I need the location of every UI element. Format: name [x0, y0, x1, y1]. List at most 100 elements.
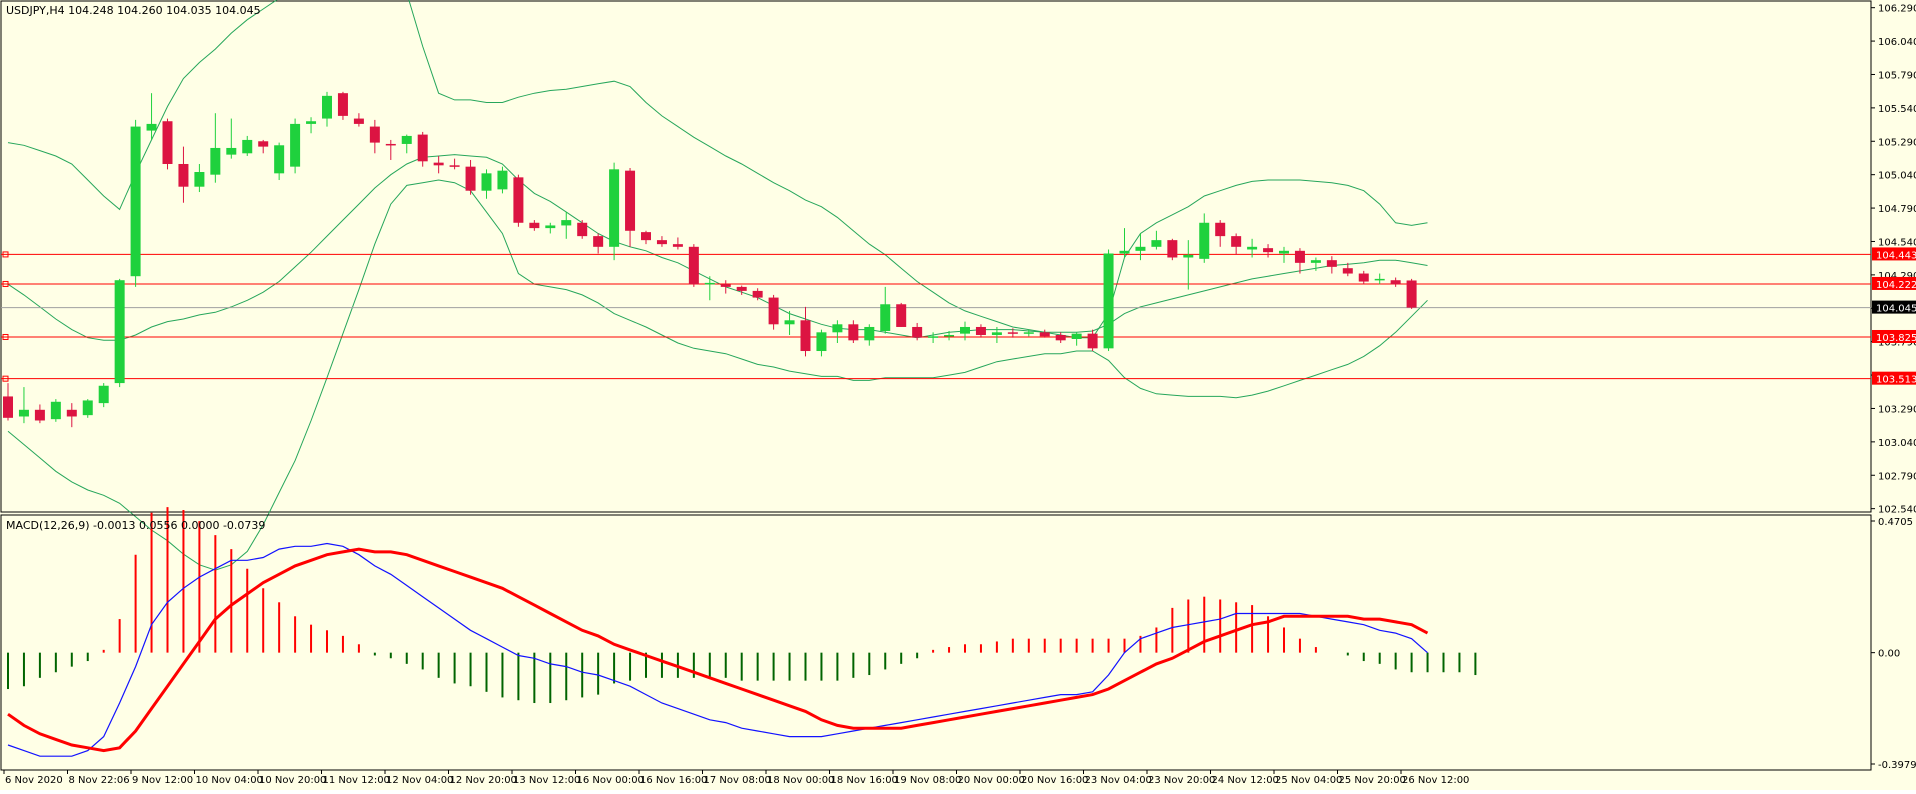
candle-body: [545, 225, 556, 229]
time-tick-label: 9 Nov 12:00: [132, 775, 193, 786]
candle: [736, 285, 747, 295]
candle: [34, 404, 45, 424]
candle: [1406, 278, 1417, 309]
level-tag-bg: [1872, 329, 1916, 343]
time-tick-label: 10 Nov 04:00: [196, 775, 263, 786]
candle: [944, 330, 955, 341]
macd-line: [7, 542, 1428, 757]
candle: [1039, 329, 1050, 338]
candle-body: [816, 332, 827, 352]
candle: [625, 167, 636, 247]
candle-body: [975, 326, 986, 335]
candle-body: [274, 145, 285, 174]
candle-body: [1151, 240, 1162, 247]
candle: [1215, 220, 1226, 247]
level-tag-bg: [1872, 276, 1916, 290]
candle: [960, 321, 970, 341]
candle: [928, 332, 939, 344]
candle: [1055, 332, 1066, 344]
price-tick-label: 103.040: [1878, 438, 1916, 449]
candle-body: [577, 222, 588, 237]
candle-body: [752, 290, 763, 298]
candle: [417, 131, 428, 167]
candle: [832, 320, 843, 344]
candle-body: [1167, 240, 1178, 258]
candle: [656, 236, 667, 247]
candle-body: [1231, 236, 1242, 247]
candle-body: [1119, 250, 1130, 254]
candle-body: [1294, 250, 1305, 263]
candle: [1326, 256, 1337, 274]
macd-tick-label: 0.4705: [1878, 517, 1913, 528]
level-handle-4[interactable]: [2, 375, 9, 382]
current-price-tag-label: 104.045: [1876, 304, 1916, 315]
current-price-tag-bg: [1872, 300, 1916, 314]
time-axis: 6 Nov 2020 8 Nov 22:06 9 Nov 12:00 10 Nov 0…: [3, 770, 1469, 786]
candle-body: [258, 141, 269, 147]
price-axis: 106.290 106.040 105.790 105.540 105.290 105.0…: [1871, 4, 1916, 516]
candle-body: [960, 326, 970, 334]
price-tick-label: 104.290: [1878, 271, 1916, 282]
signal-line: [7, 547, 1429, 753]
price-tick-label: 102.540: [1878, 505, 1916, 516]
macd-pane-title: MACD(12,26,9) -0.0013 0.0556 0.0000 -0.0…: [6, 519, 265, 532]
candle-body: [82, 400, 93, 416]
candle-body: [625, 170, 636, 231]
candle-body: [561, 220, 572, 226]
candle-body: [449, 165, 460, 167]
candle: [561, 212, 572, 239]
price-tick-label: 103.290: [1878, 404, 1916, 415]
candle: [912, 322, 923, 341]
candle-body: [1390, 280, 1401, 285]
time-tick-label: 23 Nov 20:00: [1148, 775, 1215, 786]
candle: [1087, 329, 1098, 352]
candle: [3, 383, 13, 421]
macd-axis: 0.4705 0.00 -0.3979: [1871, 517, 1916, 771]
candle: [98, 383, 109, 408]
time-tick-label: 8 Nov 22:06: [69, 775, 130, 786]
macd-tick-label: -0.3979: [1878, 760, 1916, 771]
candle-body: [1055, 334, 1066, 341]
candle-body: [1406, 280, 1417, 308]
candle: [1119, 228, 1130, 258]
level-tag-label: 103.825: [1876, 333, 1916, 344]
candle: [1247, 238, 1258, 258]
candle-body: [1087, 333, 1098, 349]
horizontal-levels[interactable]: [1, 251, 1871, 382]
price-pane-frame: [0, 0, 1872, 513]
time-tick-label: 23 Nov 04:00: [1085, 775, 1152, 786]
candle: [369, 119, 380, 154]
candle: [82, 399, 93, 418]
candle: [353, 113, 364, 127]
time-tick-label: 20 Nov 16:00: [1021, 775, 1088, 786]
candle-body: [353, 118, 364, 124]
candle: [768, 294, 779, 330]
candle-body: [242, 139, 253, 154]
candle: [1135, 233, 1146, 261]
level-handle-3[interactable]: [2, 333, 9, 340]
candle-body: [18, 409, 29, 417]
candle-body: [1039, 332, 1050, 337]
level-handle-2[interactable]: [2, 280, 9, 287]
candle: [704, 276, 715, 301]
candle-body: [146, 123, 157, 131]
candle: [481, 169, 492, 199]
level-handle-1[interactable]: [2, 251, 9, 258]
candle-body: [1007, 332, 1018, 334]
price-tick-label: 105.290: [1878, 137, 1916, 148]
candle: [242, 135, 253, 156]
bollinger-middle-line: [7, 154, 1428, 341]
candle: [210, 113, 221, 183]
level-price-tags: 104.443 104.222 103.825 103.513 104.045: [1872, 247, 1916, 386]
candle-body: [529, 222, 540, 229]
candle: [449, 158, 460, 170]
candle: [226, 118, 237, 159]
time-tick-label: 16 Nov 16:00: [640, 775, 707, 786]
candle: [688, 244, 699, 287]
candle: [1310, 257, 1321, 271]
candle: [1294, 248, 1305, 274]
candle: [864, 324, 875, 346]
candle-body: [194, 172, 205, 187]
